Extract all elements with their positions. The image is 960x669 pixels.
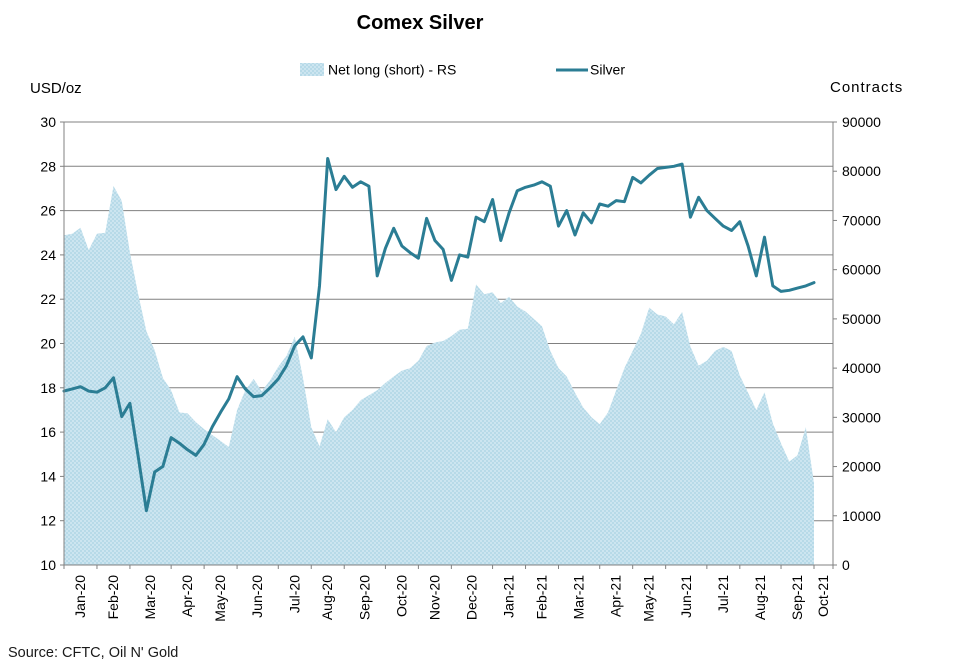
x-axis-label: Jun-20 <box>249 575 265 618</box>
x-axis-label: Feb-20 <box>105 575 121 620</box>
x-axis-label: May-20 <box>212 575 228 622</box>
x-axis-label: Jan-20 <box>72 575 88 618</box>
x-axis-label: Jul-21 <box>715 575 731 613</box>
left-axis-label: 12 <box>40 513 56 529</box>
x-axis-label: Feb-21 <box>534 575 550 620</box>
right-axis-label: 60000 <box>842 262 881 278</box>
silver-line <box>62 157 816 513</box>
x-axis-label: Apr-21 <box>608 575 624 617</box>
left-axis-label: 24 <box>40 247 56 263</box>
silver-legend-label: Silver <box>590 62 625 78</box>
x-axis-label: Apr-20 <box>179 575 195 617</box>
left-axis-label: 20 <box>40 336 56 352</box>
left-axis-label: 14 <box>40 468 56 484</box>
chart-title: Comex Silver <box>357 12 484 34</box>
left-axis-title: USD/oz <box>30 80 82 97</box>
right-axis-label: 20000 <box>842 459 881 475</box>
x-axis-label: Aug-21 <box>752 575 768 620</box>
right-axis-label: 10000 <box>842 508 881 524</box>
x-axis-label: Mar-21 <box>571 575 587 620</box>
x-axis-label: May-21 <box>641 575 657 622</box>
right-axis-label: 90000 <box>842 114 881 130</box>
right-axis-label: 80000 <box>842 163 881 179</box>
legend: Net long (short) - RS Silver <box>300 62 625 78</box>
plot-area: 10 12 14 16 18 20 22 24 26 28 30 0 10000 20000 30000 40… <box>40 114 881 622</box>
right-axis-title: Contracts <box>830 79 903 96</box>
x-axis-label: Sep-21 <box>789 575 805 620</box>
source-note: Source: CFTC, Oil N' Gold <box>8 645 178 661</box>
right-axis-label: 50000 <box>842 311 881 327</box>
left-axis-label: 30 <box>40 114 56 130</box>
right-axis-label: 0 <box>842 557 850 573</box>
x-axis-label: Jul-20 <box>286 575 302 613</box>
net-long-area <box>64 186 814 565</box>
right-axis-label: 40000 <box>842 360 881 376</box>
x-axis-label: Oct-20 <box>393 575 409 617</box>
x-axis-label: Aug-20 <box>319 575 335 620</box>
left-axis-label: 10 <box>40 557 56 573</box>
net-long-legend-swatch <box>300 63 324 76</box>
x-axis-label: Oct-21 <box>815 575 831 617</box>
left-axis-label: 22 <box>40 291 56 307</box>
x-axis-label: Dec-20 <box>463 575 479 620</box>
x-axis-label: Jun-21 <box>678 575 694 618</box>
left-axis-label: 28 <box>40 158 56 174</box>
right-axis-label: 30000 <box>842 409 881 425</box>
x-axis-label: Mar-20 <box>142 575 158 620</box>
x-axis-label: Jan-21 <box>501 575 517 618</box>
x-axis-label: Sep-20 <box>356 575 372 620</box>
left-axis-label: 18 <box>40 380 56 396</box>
net-long-legend-label: Net long (short) - RS <box>328 62 456 78</box>
left-axis-label: 16 <box>40 424 56 440</box>
left-axis-label: 26 <box>40 203 56 219</box>
right-axis-label: 70000 <box>842 212 881 228</box>
x-axis-label: Nov-20 <box>426 575 442 620</box>
